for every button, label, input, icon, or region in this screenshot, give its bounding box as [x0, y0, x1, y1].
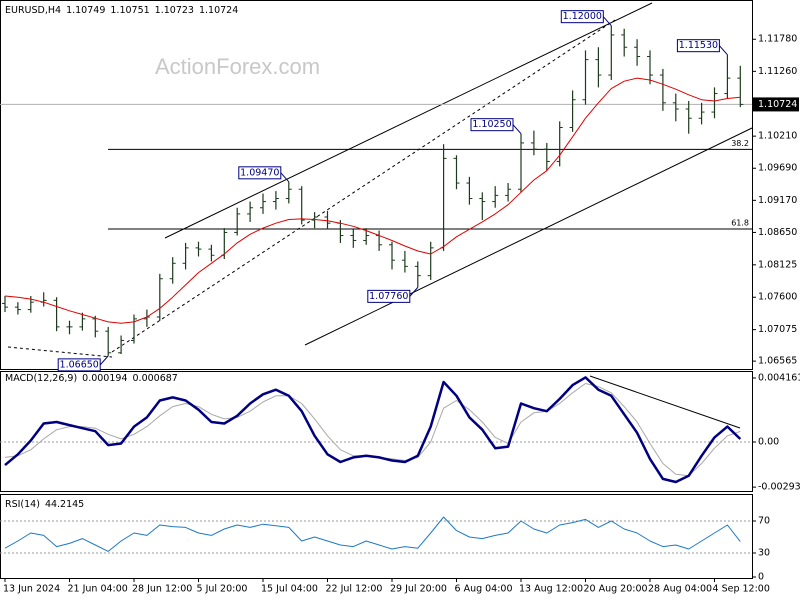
watermark: ActionForex.com — [155, 54, 320, 79]
annotation-box — [57, 358, 101, 372]
y-tick-label: 0 — [758, 572, 764, 583]
y-tick-label: 1.08650 — [758, 227, 797, 238]
annotation-box — [238, 166, 282, 180]
x-tick-label: 29 Jul 20:00 — [390, 584, 447, 595]
fib-level-label: 61.8 — [731, 218, 749, 227]
last-price-box — [753, 97, 799, 112]
x-tick-label: 20 Aug 20:00 — [584, 584, 648, 595]
trendlines — [7, 2, 753, 429]
annotation-leader — [409, 287, 419, 297]
annotation-label: 1.07760 — [369, 291, 408, 302]
y-tick-label: 1.07075 — [758, 324, 797, 335]
annotation-box — [470, 118, 514, 132]
annotation-leader — [719, 45, 728, 56]
annotation-label: 1.11530 — [679, 40, 718, 51]
rsi-panel-frame — [0, 494, 753, 579]
x-tick-label: 22 Jul 12:00 — [326, 584, 383, 595]
annotation-leader — [280, 172, 290, 183]
header-value: 1.10749 — [66, 5, 105, 16]
macd-panel-frame — [0, 371, 753, 492]
y-tick-label: 1.11780 — [758, 34, 797, 45]
y-tick-label: 30 — [758, 548, 770, 559]
annotation-leader — [99, 355, 109, 366]
indicator-title: EURUSD,H4 — [5, 5, 61, 16]
y-tick-label: 1.07600 — [758, 292, 797, 303]
annotation-leader — [602, 16, 612, 26]
x-tick-label: 13 Aug 12:00 — [519, 584, 583, 595]
y-tick-label: 1.09170 — [758, 195, 797, 206]
header-value: 1.10724 — [199, 5, 238, 16]
macd-line — [4, 376, 742, 484]
indicator-title: RSI(14) — [5, 499, 40, 510]
last-price-label: 1.10724 — [758, 99, 797, 110]
annotation-label: 1.06650 — [60, 359, 99, 370]
x-tick-label: 15 Jul 04:00 — [261, 584, 318, 595]
y-tick-label: 1.11260 — [758, 66, 797, 77]
indicator-title: MACD(12,26,9) — [5, 373, 77, 384]
x-tick-label: 21 Jun 04:00 — [68, 584, 128, 595]
annotation-label: 1.10250 — [472, 119, 511, 130]
channel-lower — [304, 127, 753, 346]
y-tick-label: 1.10210 — [758, 131, 797, 142]
annotation-box — [560, 10, 604, 24]
trendline-dashed — [111, 19, 616, 353]
x-tick-label: 28 Aug 04:00 — [648, 584, 712, 595]
x-tick-label: 28 Jun 12:00 — [132, 584, 192, 595]
y-tick-label: 1.08125 — [758, 259, 797, 270]
annotation-label: 1.12000 — [563, 11, 602, 22]
panel-header: MACD(12,26,9) 0.000194 0.000687 — [5, 373, 178, 384]
macd-trendline — [589, 375, 741, 429]
x-tick-label: 4 Sep 12:00 — [713, 584, 770, 595]
y-tick-label: -0.002934 — [758, 482, 800, 493]
annotation-label: 1.09470 — [240, 167, 279, 178]
rsi-line — [4, 516, 741, 552]
y-tick-label: 1.09690 — [758, 163, 797, 174]
y-tick-label: 70 — [758, 516, 770, 527]
header-value: 44.2145 — [45, 499, 84, 510]
x-tick-label: 5 Jul 20:00 — [197, 584, 248, 595]
x-tick-label: 13 Jun 2024 — [3, 584, 60, 595]
header-value: 0.000687 — [133, 373, 178, 384]
header-value: 0.000194 — [82, 373, 127, 384]
panel-header: EURUSD,H4 1.10749 1.10751 1.10723 1.10724 — [5, 5, 238, 16]
price-panel-frame — [0, 0, 753, 370]
header-value: 1.10751 — [110, 5, 149, 16]
header-value: 1.10723 — [155, 5, 194, 16]
y-tick-label: 1.06565 — [758, 356, 797, 367]
annotation-box — [367, 289, 411, 303]
annotation-leader — [512, 124, 522, 135]
annotation-box — [676, 39, 720, 53]
moving-average — [4, 77, 741, 324]
channel-upper — [164, 2, 653, 239]
fib-level-label: 38.2 — [731, 139, 749, 148]
x-tick-label: 6 Aug 04:00 — [455, 584, 513, 595]
y-tick-label: 0.004161 — [758, 372, 800, 383]
y-tick-label: 0.00 — [758, 437, 779, 448]
panel-header: RSI(14) 44.2145 — [5, 499, 84, 510]
